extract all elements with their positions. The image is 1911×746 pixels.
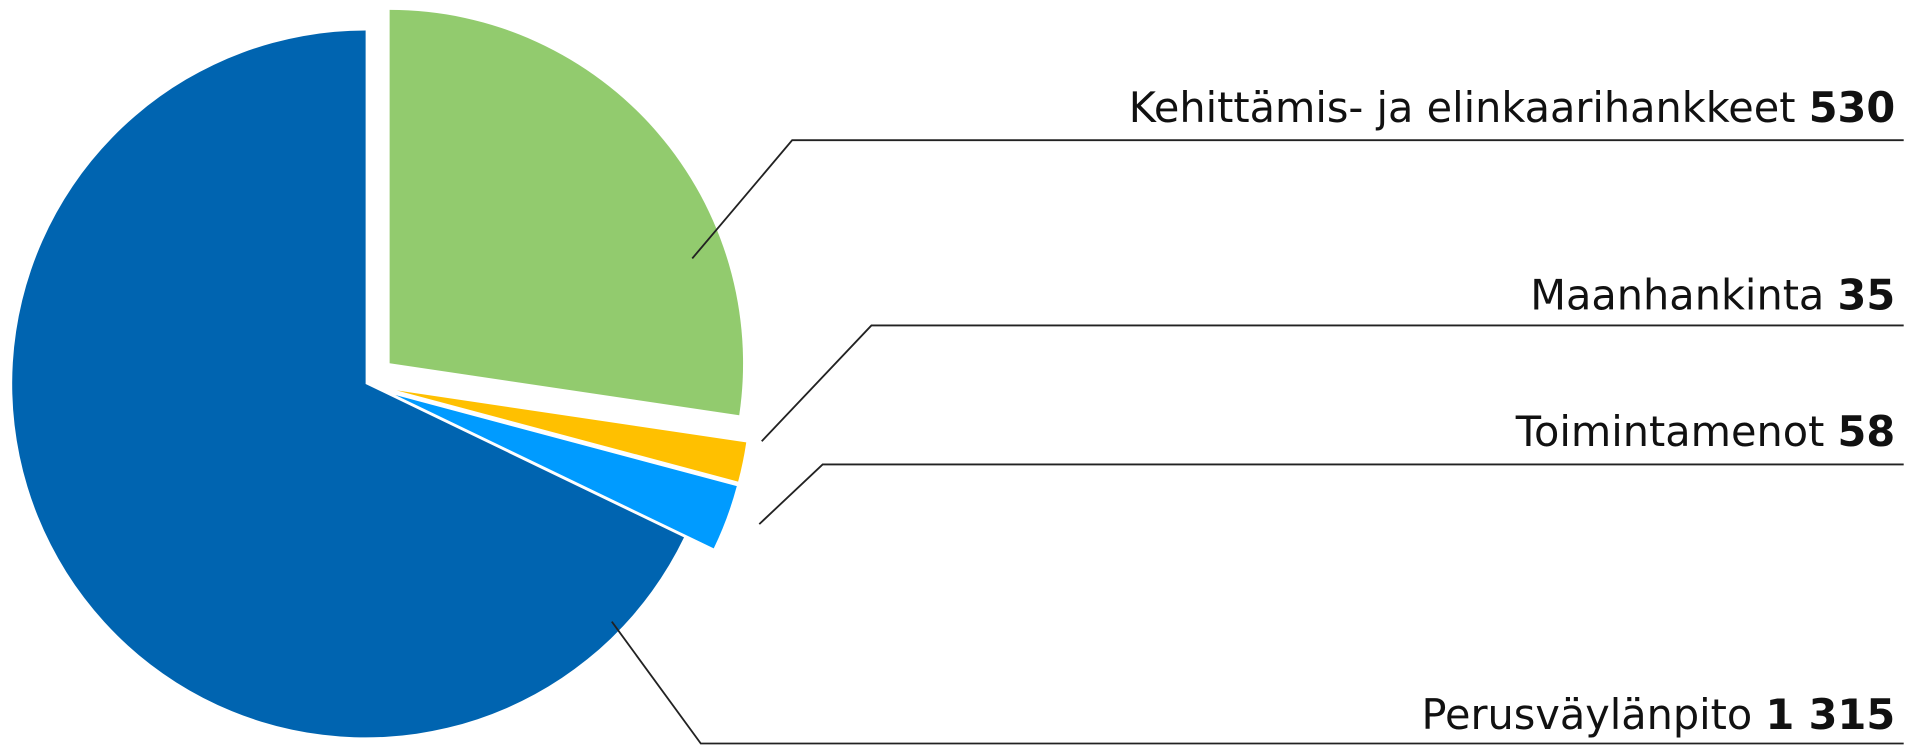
leader-line [611,621,1904,745]
data-label: Toimintamenot 58 [1515,408,1895,456]
pie-slice [396,390,747,482]
category-name: Maanhankinta [1530,272,1824,320]
data-label: Kehittämis- ja elinkaarihankkeet 530 [1129,84,1895,132]
pie-slice [395,394,737,549]
leader-line [758,463,1904,525]
leader-line [761,324,1904,442]
pie-slice [12,30,685,738]
value-label: 58 [1838,408,1896,456]
data-label: Maanhankinta 35 [1530,272,1895,320]
value-label: 35 [1838,272,1896,320]
leader-line [691,139,1904,260]
data-label: Perusväylänpito 1 315 [1421,691,1895,739]
value-label: 1 315 [1765,691,1895,739]
pie-slice [389,9,744,416]
category-name: Perusväylänpito [1421,691,1752,739]
category-name: Kehittämis- ja elinkaarihankkeet [1129,84,1796,132]
value-label: 530 [1809,84,1895,132]
category-name: Toimintamenot [1515,408,1825,456]
